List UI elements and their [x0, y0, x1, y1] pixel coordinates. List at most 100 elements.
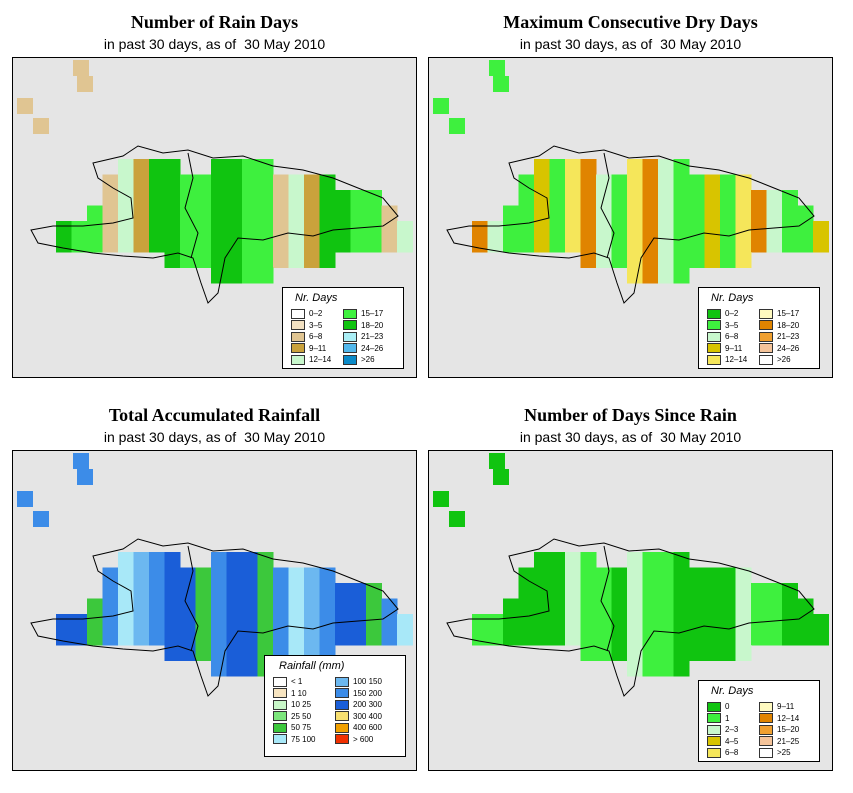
legend-swatch	[707, 308, 721, 319]
grid-cell	[689, 252, 705, 268]
grid-cell	[611, 645, 628, 661]
legend-entry: 12–14	[707, 354, 747, 365]
grid-cell	[534, 552, 550, 568]
grid-cell	[735, 252, 752, 268]
grid-cell	[118, 190, 134, 206]
grid-cell	[580, 552, 597, 568]
legend-entry: 18–20	[759, 320, 799, 331]
grid-cell	[304, 583, 320, 599]
legend-swatch	[707, 701, 721, 712]
grid-cell	[319, 221, 336, 237]
legend-entry: 400 600	[335, 722, 382, 733]
legend-label: 9–11	[725, 343, 743, 353]
grid-cell	[242, 629, 258, 646]
grid-cell	[149, 205, 165, 222]
grid-cell	[642, 552, 659, 568]
grid-cell	[133, 629, 150, 646]
grid-cell	[580, 629, 597, 646]
grid-cell	[580, 614, 597, 630]
legend-title: Nr. Days	[711, 685, 754, 697]
grid-cell	[673, 267, 690, 284]
legend-entry: 3–5	[291, 320, 322, 331]
grid-cell	[549, 567, 566, 584]
grid-cell	[133, 236, 150, 253]
grid-cell	[704, 598, 721, 615]
grid-cell	[782, 221, 798, 237]
grid-cell	[335, 629, 351, 646]
legend-entry: 0–2	[291, 308, 322, 319]
panel-subtitle: in past 30 days, as of 30 May 2010	[103, 429, 326, 445]
grid-cell	[518, 221, 535, 237]
grid-cell	[242, 614, 258, 630]
legend-entry: 9–11	[707, 343, 742, 354]
grid-cell	[211, 190, 227, 206]
grid-cell	[487, 614, 504, 630]
grid-cell	[813, 221, 829, 237]
grid-cell	[288, 252, 305, 268]
legend-label: 150 200	[353, 688, 382, 698]
grid-cell	[627, 583, 643, 599]
grid-cell	[226, 174, 243, 191]
grid-cell	[534, 567, 550, 584]
grid-cell	[102, 174, 119, 191]
grid-cell	[71, 221, 88, 237]
grid-cell	[211, 252, 227, 268]
grid-cell	[288, 221, 305, 237]
grid-cell	[489, 60, 505, 76]
legend-label: 1	[725, 713, 730, 723]
grid-cell	[565, 583, 581, 599]
legend-entry: 4–5	[707, 736, 738, 747]
legend-label: 6–8	[725, 748, 739, 757]
grid-cell	[304, 174, 320, 191]
grid-cell	[766, 190, 783, 206]
grid-cell	[704, 645, 721, 661]
grid-cell	[611, 205, 628, 222]
legend-swatch	[273, 722, 287, 733]
grid-cell	[180, 236, 196, 253]
grid-cell	[381, 205, 398, 222]
legend-swatch	[343, 308, 357, 319]
grid-cell	[565, 221, 581, 237]
grid-cell	[102, 567, 119, 584]
legend-swatch	[335, 711, 349, 721]
grid-cell	[257, 267, 274, 284]
grid-cell	[611, 174, 628, 191]
grid-cell	[720, 645, 736, 661]
legend-entry: > 600	[335, 734, 373, 745]
grid-cell	[226, 267, 243, 284]
grid-cell	[658, 660, 674, 677]
grid-cell	[273, 252, 289, 268]
grid-cell	[534, 614, 550, 630]
grid-cell	[627, 205, 643, 222]
grid-cell	[611, 236, 628, 253]
grid-cell	[118, 236, 134, 253]
grid-cell	[149, 614, 165, 630]
grid-cell	[133, 221, 150, 237]
grid-cell	[304, 252, 320, 268]
legend-entry: 0	[707, 701, 729, 712]
grid-cell	[658, 267, 674, 284]
grid-cell	[226, 205, 243, 222]
grid-cell	[17, 98, 33, 114]
grid-cell	[273, 174, 289, 191]
grid-cell	[304, 614, 320, 630]
grid-cell	[518, 583, 535, 599]
legend-swatch	[335, 688, 349, 698]
grid-cell	[195, 236, 212, 253]
grid-cell	[242, 221, 258, 237]
grid-cell	[534, 629, 550, 646]
grid-cell	[87, 614, 103, 630]
grid-cell	[149, 236, 165, 253]
grid-cell	[596, 629, 612, 646]
grid-cell	[242, 174, 258, 191]
grid-cell	[534, 190, 550, 206]
grid-cell	[766, 583, 783, 599]
grid-cell	[288, 629, 305, 646]
grid-cell	[449, 511, 465, 527]
grid-cell	[242, 236, 258, 253]
grid-cell	[288, 190, 305, 206]
grid-cell	[642, 174, 659, 191]
grid-cell	[580, 583, 597, 599]
grid-cell	[751, 190, 767, 206]
grid-cell	[642, 614, 659, 630]
